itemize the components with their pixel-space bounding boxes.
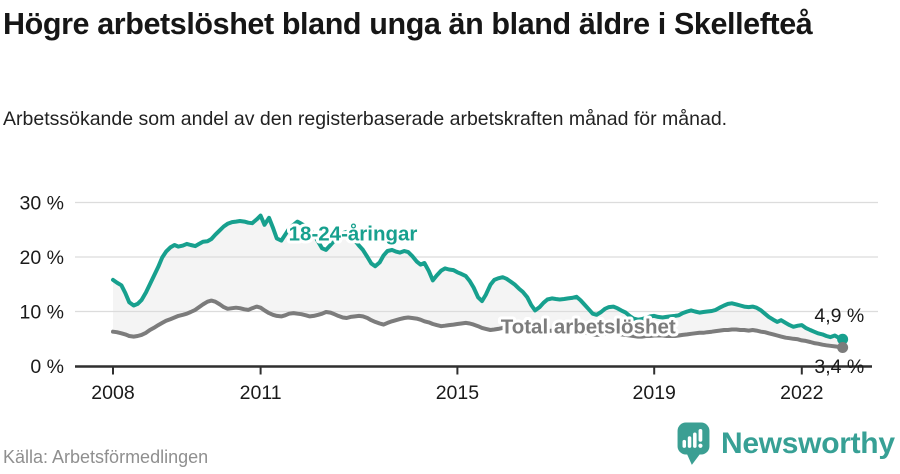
page-subtitle: Arbetssökande som andel av den registerb… [3,108,728,130]
unemployment-line-chart: 2008 2011 2015 2019 2022 0 % 10 % 20 % 30 % 18-24… [20,193,878,404]
y-tick-label-0: 0 % [30,356,64,378]
series-label-youth: 18-24-åringar [289,223,418,246]
y-tick-label-20: 20 % [20,247,64,269]
x-tick-label-2011: 2011 [240,382,282,404]
newsworthy-bubble-chart-icon [677,422,710,465]
source-note: Källa: Arbetsförmedlingen [3,447,209,467]
youth-end-dot [837,333,849,345]
total-line [111,298,845,350]
x-tick-label-2008: 2008 [91,382,134,404]
series-label-total: Total arbetslöshet [501,315,676,338]
youth-line [111,213,845,342]
end-value-total: 3,4 % [814,356,864,378]
newsworthy-logo: Newsworthy [677,422,895,466]
x-tick-label-2015: 2015 [436,382,480,404]
newsworthy-brand: Newsworthy [721,427,895,460]
end-value-youth: 4,9 % [814,305,864,327]
total-end-dot [837,341,849,353]
x-tick-label-2019: 2019 [633,382,676,404]
x-tick-label-2022: 2022 [780,382,823,404]
gap-area [113,215,843,348]
y-tick-label-30: 30 % [20,193,64,215]
y-tick-label-10: 10 % [20,302,64,324]
page-title: Högre arbetslöshet bland unga än bland ä… [3,7,813,41]
